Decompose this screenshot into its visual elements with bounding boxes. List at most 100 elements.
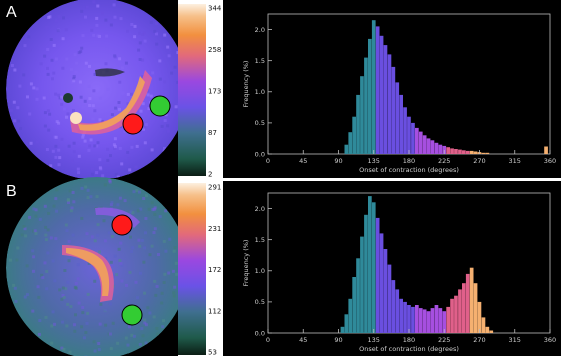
speckle-dot [13,68,17,72]
speckle-dot [76,263,80,267]
speckle-dot [70,206,74,210]
speckle-dot [80,216,84,220]
speckle-dot [63,269,67,272]
speckle-dot [149,94,153,98]
x-tick-label: 225 [438,157,450,165]
speckle-dot [67,144,71,148]
speckle-dot [106,147,110,151]
speckle-dot [85,5,89,9]
speckle-dot [147,207,151,211]
speckle-dot [26,95,29,99]
speckle-dot [126,29,129,33]
speckle-dot [109,154,112,158]
speckle-dot [147,107,151,111]
speckle-dot [152,231,156,235]
speckle-dot [166,45,170,49]
speckle-dot [142,197,146,200]
x-tick-label: 360 [544,157,556,165]
speckle-dot [57,121,61,125]
speckle-dot [144,323,148,327]
speckle-dot [114,172,118,176]
speckle-dot [93,349,97,353]
speckle-dot [150,201,154,205]
speckle-dot [37,295,41,299]
histogram-bar [379,35,384,154]
speckle-dot [115,273,119,277]
speckle-dot [137,190,141,194]
colorbar-tick-label: 291 [208,184,221,192]
histogram-bar [469,267,474,333]
speckle-dot [49,38,53,41]
speckle-dot [110,113,114,117]
speckle-dot [77,154,81,158]
speckle-dot [51,77,54,81]
speckle-dot [61,286,65,290]
speckle-dot [86,292,90,296]
speckle-dot [166,124,170,128]
speckle-dot [54,155,58,159]
speckle-dot [176,80,180,84]
speckle-dot [114,106,118,110]
speckle-dot [99,302,103,306]
speckle-dot [139,271,142,275]
speckle-dot [91,117,95,121]
speckle-dot [120,264,124,267]
speckle-dot [95,195,99,199]
speckle-dot [84,185,88,189]
histogram-bar [371,202,376,333]
speckle-dot [47,211,51,215]
speckle-dot [81,311,85,315]
speckle-dot [9,108,13,112]
histogram-bar [383,249,388,333]
speckle-dot [163,272,167,276]
speckle-dot [167,271,171,275]
histogram-bar [360,76,364,154]
speckle-dot [50,324,54,328]
x-tick-label: 90 [334,336,342,344]
speckle-dot [53,322,56,326]
speckle-dot [155,284,159,288]
speckle-dot [160,291,164,295]
speckle-dot [84,15,87,19]
speckle-dot [167,54,171,58]
speckle-dot [46,251,50,255]
histogram-bar [371,20,376,155]
speckle-dot [46,72,50,76]
speckle-dot [98,322,102,326]
speckle-dot [164,113,168,117]
colorbar-tick-label: 172 [208,266,221,274]
speckle-dot [130,92,133,96]
speckle-dot [109,347,113,351]
histogram-bar [458,289,462,333]
speckle-dot [131,211,135,215]
speckle-dot [84,61,88,65]
speckle-dot [23,227,27,231]
speckle-dot [17,119,21,123]
x-tick-label: 180 [403,336,415,344]
speckle-dot [93,279,97,283]
speckle-dot [137,48,141,52]
speckle-dot [166,129,170,133]
speckle-dot [104,62,108,66]
speckle-dot [33,229,37,233]
speckle-dot [72,200,76,204]
speckle-dot [44,238,48,242]
speckle-dot [118,258,122,262]
speckle-dot [113,55,117,59]
histogram-bar [403,301,407,333]
speckle-dot [96,4,100,8]
speckle-dot [61,320,65,324]
histogram-bar [426,311,431,333]
histogram-bar [446,306,450,333]
speckle-dot [127,156,131,160]
speckle-dot [126,102,130,106]
speckle-dot [126,343,130,347]
speckle-dot [54,92,58,96]
speckle-dot [110,201,114,205]
speckle-dot [72,150,76,154]
speckle-dot [43,111,47,115]
speckle-dot [139,109,143,113]
speckle-dot [51,259,55,263]
speckle-dot [163,33,167,37]
speckle-dot [77,171,81,175]
